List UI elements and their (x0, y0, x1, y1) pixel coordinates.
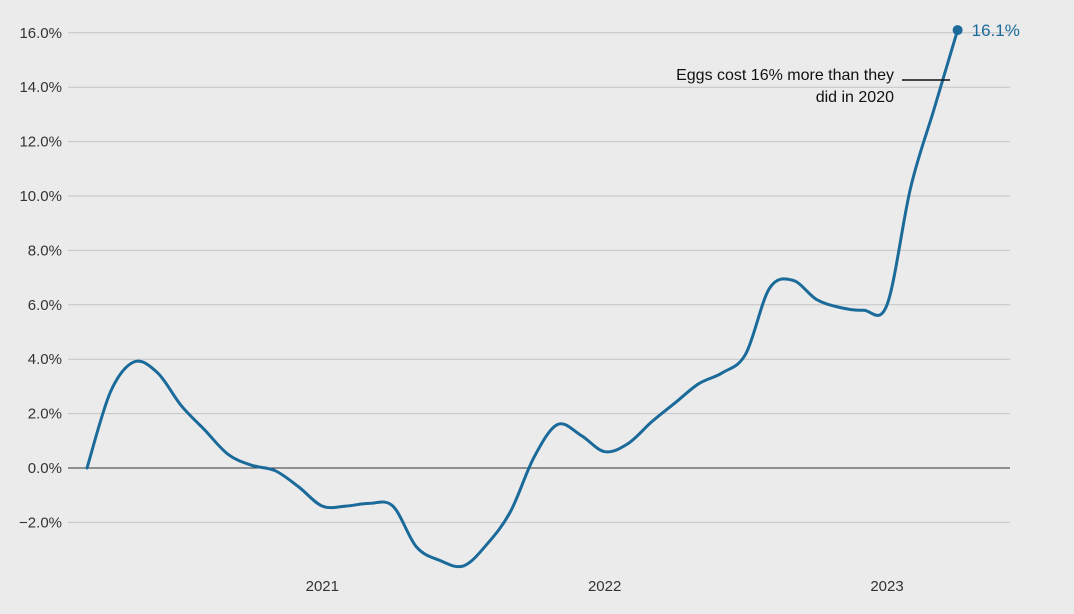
end-point-marker (952, 25, 963, 36)
annotation-line-1: Eggs cost 16% more than they (676, 67, 894, 84)
y-tick-label: −2.0% (19, 514, 62, 531)
y-tick-label: 8.0% (28, 242, 62, 259)
y-axis-tick-labels: 16.0% 14.0% 12.0% 10.0% 8.0% 6.0% 4.0% 2.0% 0.0%… (19, 25, 62, 532)
gridlines (68, 32, 1010, 523)
y-tick-label: 0.0% (28, 460, 62, 477)
x-tick-label: 2023 (870, 578, 903, 595)
y-tick-label: 4.0% (28, 351, 62, 368)
end-value-label: 16.1% (972, 21, 1020, 40)
y-tick-label: 14.0% (19, 79, 62, 96)
y-tick-label: 2.0% (28, 406, 62, 423)
annotation-line-2: did in 2020 (816, 89, 894, 106)
series-line (85, 28, 960, 569)
y-tick-label: 10.0% (19, 188, 62, 205)
x-axis-tick-labels: 2021202220232024 (306, 578, 904, 595)
x-tick-label: 2022 (588, 578, 621, 595)
y-tick-label: 6.0% (28, 297, 62, 314)
y-tick-label: 12.0% (19, 134, 62, 151)
y-tick-label: 16.0% (19, 25, 62, 42)
x-tick-label: 2021 (306, 578, 339, 595)
